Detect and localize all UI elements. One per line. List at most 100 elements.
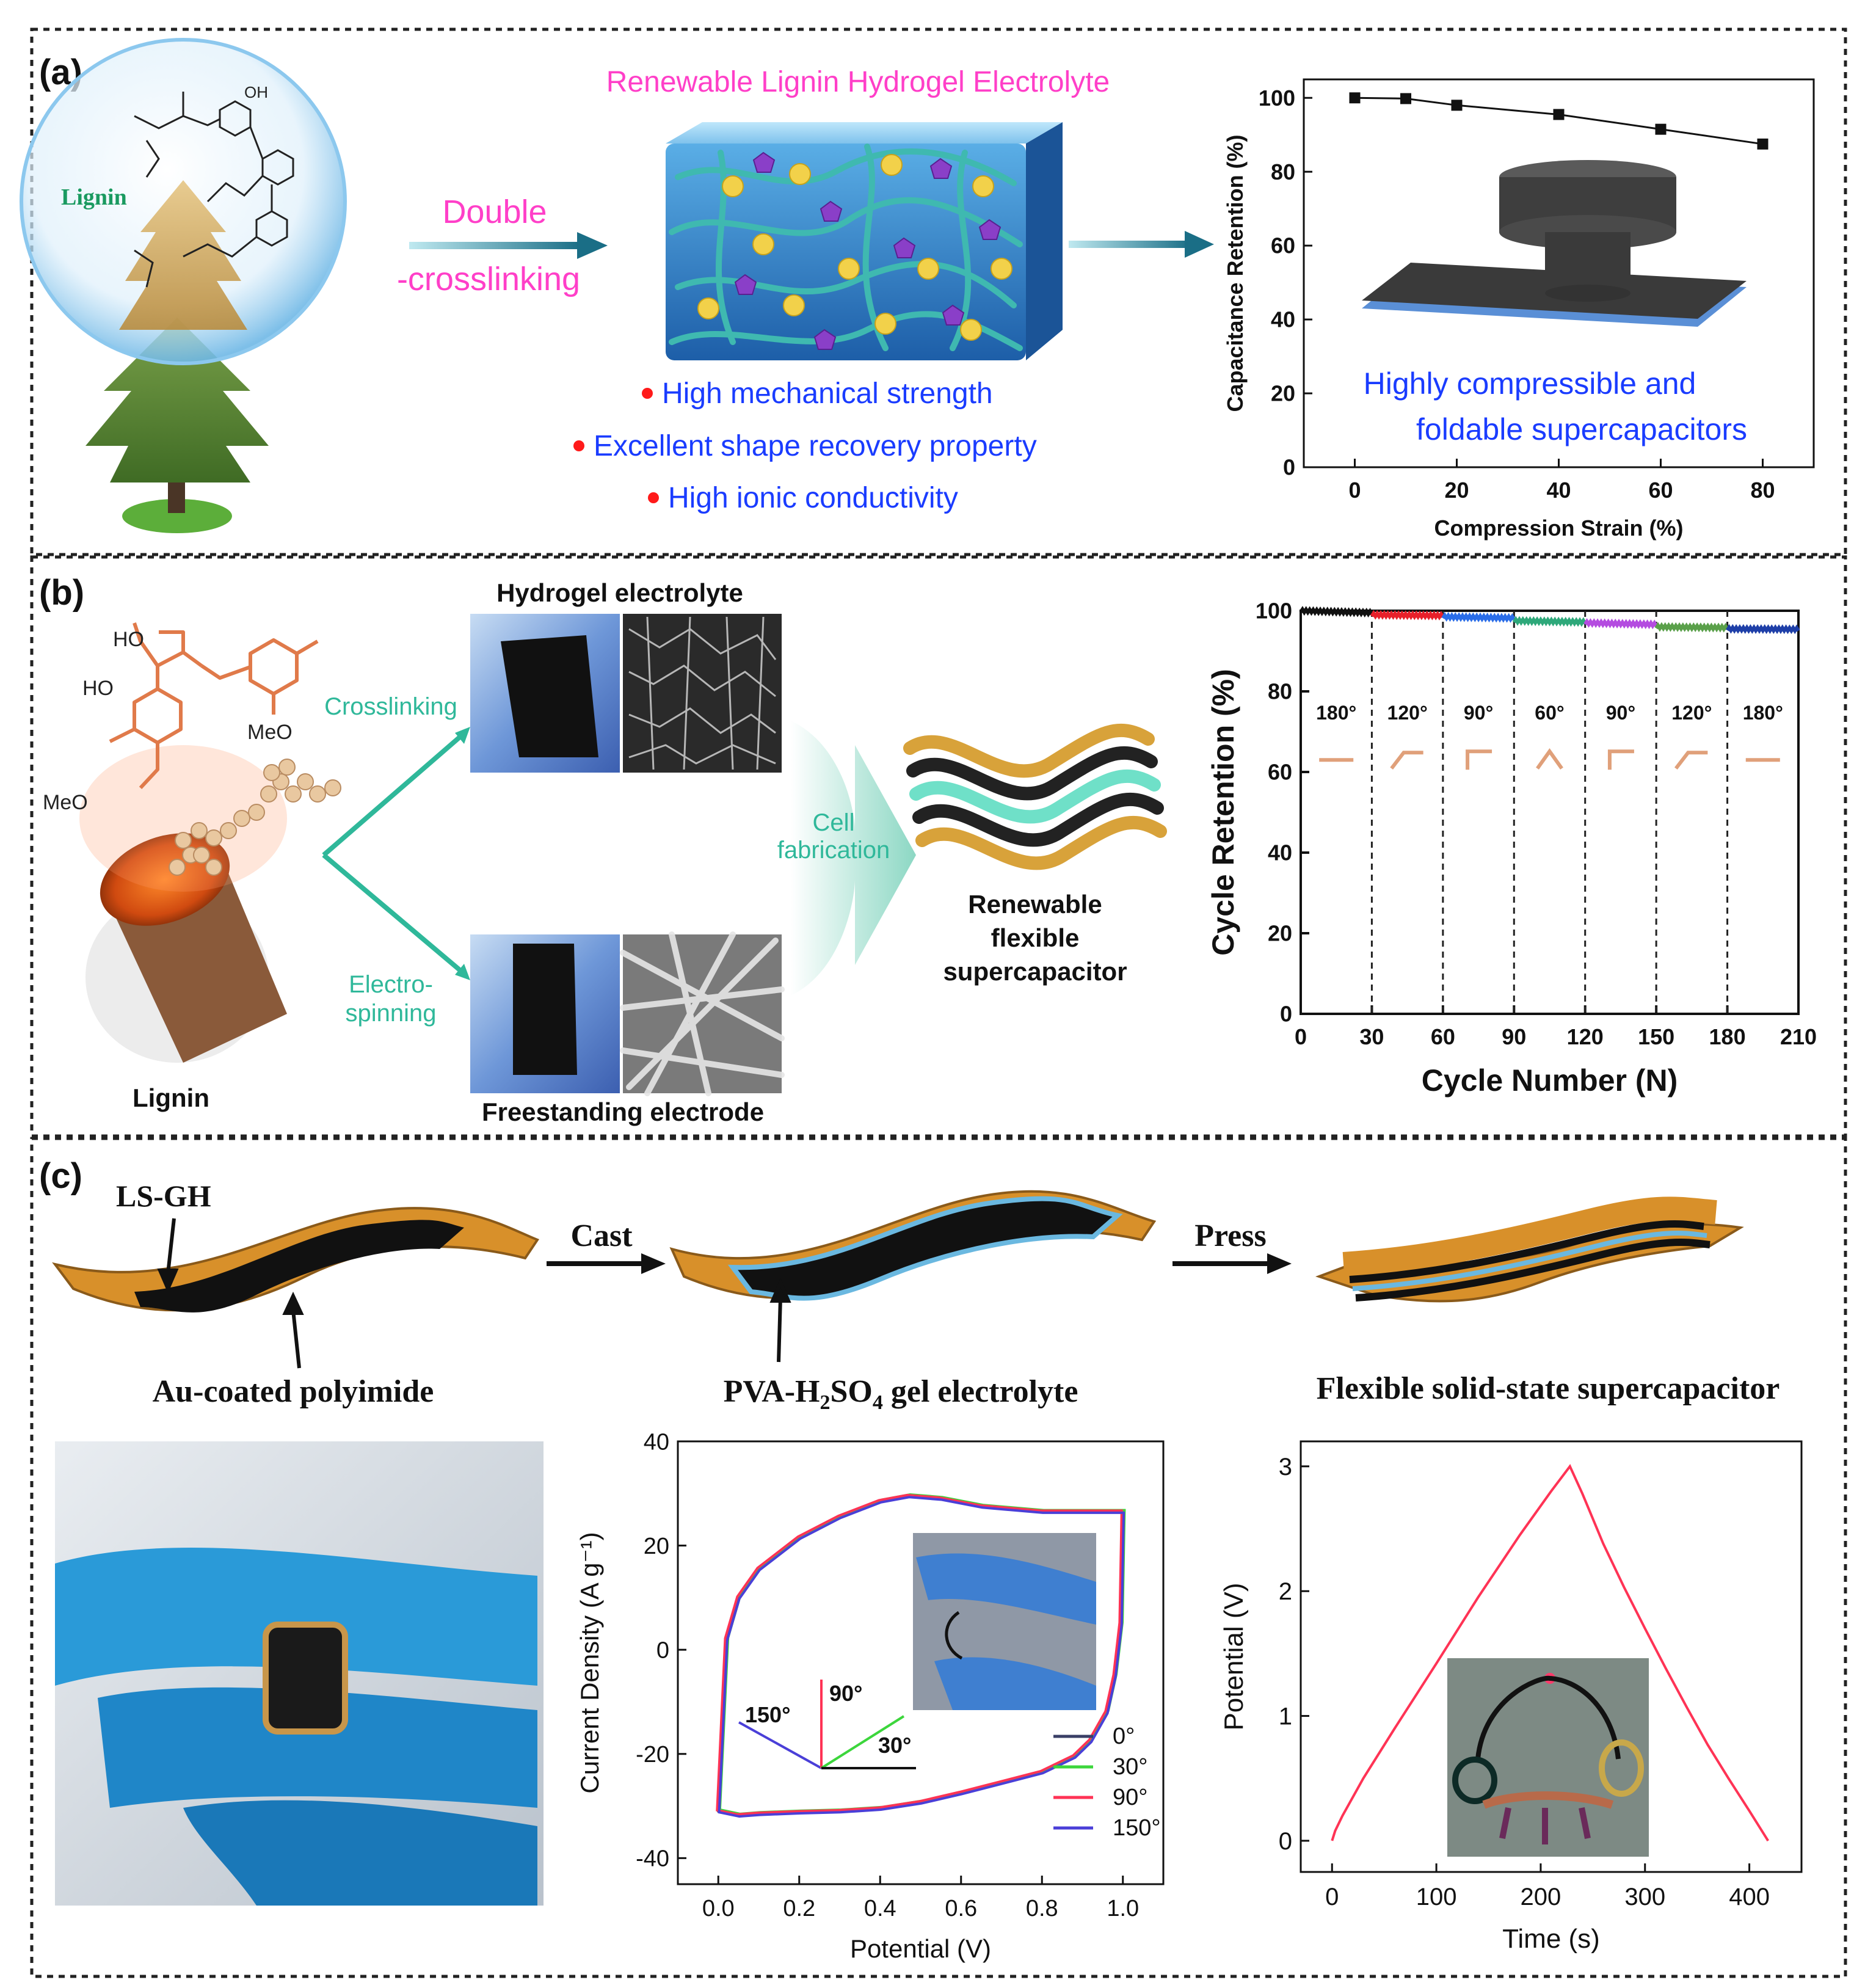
retention-point: [1553, 109, 1565, 120]
grass-base: [122, 499, 232, 533]
cycle-segment: [1299, 606, 1373, 618]
bullet-1: High mechanical strength: [662, 377, 993, 410]
flexible-solid-state-label: Flexible solid-state supercapacitor: [1317, 1371, 1780, 1406]
compression-inset: Highly compressible and foldable superca…: [1362, 160, 1747, 446]
hydrogel-photo: [470, 614, 620, 773]
x-tick-label: 30: [1359, 1024, 1384, 1049]
cycle-segment: [1726, 624, 1800, 635]
lignin-label-b: Lignin: [133, 1083, 209, 1112]
y-axis-label: Current Density (A g⁻¹): [575, 1532, 604, 1793]
x-tick-label: 0.2: [783, 1896, 815, 1921]
segment-angle-label: 120°: [1671, 702, 1712, 724]
x-tick-label: 0.8: [1026, 1896, 1058, 1921]
x-tick-label: 100: [1416, 1884, 1457, 1910]
segment-angle-label: 60°: [1535, 702, 1564, 724]
x-tick-label: 0.6: [945, 1896, 977, 1921]
retention-point: [1655, 123, 1667, 135]
angle-line-30: [820, 1715, 905, 1769]
lignin-particles: [734, 151, 1002, 350]
x-tick-label: 40: [1546, 478, 1571, 503]
x-tick-label: 90: [1502, 1024, 1526, 1049]
ls-gh-label: LS-GH: [116, 1179, 211, 1213]
segment-angle-label: 120°: [1387, 702, 1428, 724]
panel-c-label: (c): [39, 1156, 82, 1196]
press-label: Press: [1194, 1218, 1266, 1253]
angle-line-150: [738, 1721, 822, 1769]
green-tree-canopy: [85, 318, 269, 482]
y-tick-label: 20: [1268, 921, 1292, 946]
pva-gel-label: PVA-H2SO4 gel electrolyte: [724, 1374, 1078, 1414]
y-tick-label: 20: [644, 1534, 669, 1559]
cell-fabrication-arrow: [791, 721, 916, 996]
mol-ho-top: HO: [113, 628, 144, 651]
hydrogel-electrolyte-label: Hydrogel electrolyte: [496, 578, 743, 607]
x-tick-label: 1.0: [1107, 1896, 1139, 1921]
y-tick-label: -20: [636, 1742, 669, 1768]
y-tick-label: 40: [644, 1429, 669, 1455]
bullet-3: High ionic conductivity: [668, 482, 958, 514]
retention-point: [1757, 138, 1769, 150]
y-tick-label: 0: [656, 1637, 669, 1663]
y-tick-label: 60: [1271, 233, 1295, 258]
electrode-sem-image: [620, 931, 785, 1096]
cast-label: Cast: [570, 1218, 633, 1253]
au-coated-label: Au-coated polyimide: [153, 1374, 434, 1409]
x-tick-label: 60: [1648, 478, 1673, 503]
y-tick-label: 60: [1268, 760, 1292, 785]
x-axis-label: Potential (V): [850, 1934, 991, 1963]
bend-icon: [1466, 749, 1492, 770]
legend-label: 30°: [1113, 1754, 1147, 1780]
plot-frame: [1300, 1440, 1803, 1873]
x-axis-label: Cycle Number (N): [1422, 1063, 1678, 1098]
plot-frame: [1300, 610, 1800, 1015]
x-tick-label: 0: [1295, 1024, 1307, 1049]
x-tick-label: 150: [1638, 1024, 1674, 1049]
cv-inset-photo: [913, 1533, 1096, 1710]
retention-point: [1349, 92, 1361, 104]
charge-discharge-chart: 0 100 200 300 400 0 1 2 3 Time (s) Potential (V): [1219, 1440, 1803, 1954]
legend-label: 90°: [1113, 1785, 1147, 1810]
solid-state-supercapacitor: [1315, 1196, 1744, 1303]
lignin-label-a: Lignin: [61, 184, 127, 210]
hydrogel-title: Renewable Lignin Hydrogel Electrolyte: [606, 66, 1110, 98]
polymer-network: [669, 144, 1023, 351]
bullet-dot-1: [642, 388, 653, 399]
flexible-supercapacitor-device: [903, 724, 1167, 870]
arrow-text-crosslinking: -crosslinking: [397, 261, 580, 297]
segment-angle-label: 180°: [1743, 702, 1783, 724]
capacitance-retention-chart: 0 20 40 60 80 0 20 40 60 80 100 Compression Strain …: [1223, 78, 1815, 541]
property-bullets: High mechanical strength Excellent shape…: [573, 377, 1037, 514]
cycle-retention-chart: 0 30 60 90 120 150 180 210 0 20 40 60 80 100 Cycle Num…: [1206, 599, 1817, 1098]
cv-curve-2: [716, 1493, 1123, 1816]
cycle-segment: [1370, 610, 1445, 621]
y-tick-label: 2: [1279, 1578, 1292, 1605]
x-tick-label: 120: [1567, 1024, 1604, 1049]
branch-arrows: [322, 727, 470, 980]
x-tick-label: 400: [1729, 1884, 1770, 1910]
y-tick-label: 0: [1280, 1002, 1292, 1027]
inset-text-line1: Highly compressible and: [1364, 366, 1696, 401]
y-tick-label: 1: [1279, 1703, 1292, 1730]
gel-electrolyte-strip: [669, 1190, 1157, 1301]
retention-point: [1451, 100, 1463, 111]
x-tick-label: 0: [1348, 478, 1361, 503]
segment-angle-label: 180°: [1316, 702, 1356, 724]
fabrication-label: fabrication: [777, 837, 890, 864]
branch-spinning: spinning: [345, 1000, 436, 1027]
electrode-photo: [470, 934, 620, 1093]
segment-angle-label: 90°: [1606, 702, 1635, 724]
cycle-segment: [1441, 611, 1516, 623]
sand-tree-canopy: [119, 180, 247, 330]
cycle-segment: [1512, 616, 1587, 627]
led-circuit-inset: [1447, 1658, 1649, 1857]
inset-text-line2: foldable supercapacitors: [1416, 412, 1747, 446]
panel-a: (a) OH Lignin: [20, 38, 1815, 541]
pva-mid: SO: [831, 1374, 873, 1409]
x-axis-label: Compression Strain (%): [1434, 515, 1683, 541]
bullet-2: Excellent shape recovery property: [594, 430, 1037, 462]
y-tick-label: 100: [1256, 599, 1292, 624]
ls-gh-pointer: [157, 1218, 179, 1294]
double-crosslinking-arrow: Double -crosslinking: [397, 194, 608, 297]
cycle-segment: [1583, 618, 1658, 630]
mol-ho-mid: HO: [82, 677, 114, 700]
